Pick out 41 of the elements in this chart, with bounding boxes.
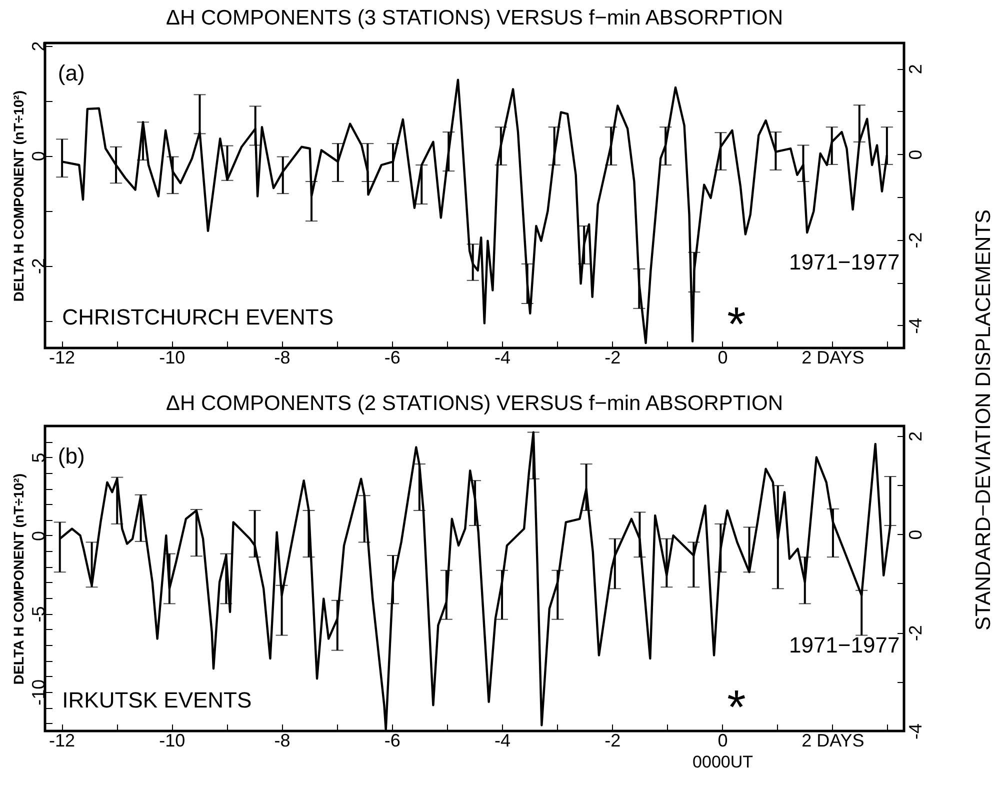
x-tick-label: -2 <box>604 730 621 750</box>
y2-tick-label: 2 <box>906 431 926 442</box>
x-tick-label: -8 <box>274 730 290 750</box>
x-tick-label: -4 <box>494 348 511 368</box>
x-tick-label: -12 <box>49 730 76 750</box>
chart-title: ΔH COMPONENTS (2 STATIONS) VERSUS f−min ABSORPTION <box>166 392 784 415</box>
x-tick-label: 2 DAYS <box>802 348 864 368</box>
y2-tick-label: -2 <box>906 232 926 248</box>
annotation: IRKUTSK EVENTS <box>62 688 252 712</box>
y-axis-title: DELTA H COMPONENT (nT÷10²) <box>10 473 26 685</box>
annotation: 1971−1977 <box>788 632 900 658</box>
y-tick-label: 5 <box>28 452 48 463</box>
annotation: * <box>727 682 746 735</box>
x-tick-label: -6 <box>384 730 400 750</box>
annotation: CHRISTCHURCH EVENTS <box>62 304 334 330</box>
x-tick-label: -6 <box>384 348 400 368</box>
x-axis-title: 0000UT <box>692 752 754 772</box>
annotation: (a) <box>58 60 85 86</box>
y-tick-label: -5 <box>28 606 48 622</box>
y2-tick-label: -2 <box>906 625 926 642</box>
chart-title: ΔH COMPONENTS (3 STATIONS) VERSUS f−min ABSORPTION <box>166 6 784 30</box>
x-tick-label: 2 DAYS <box>802 730 864 750</box>
y2-tick-label: 0 <box>906 530 926 540</box>
x-tick-label: -4 <box>494 730 511 750</box>
y2-axis-title: STANDARD−DEVIATION DISPLACEMENTS <box>972 209 996 631</box>
x-tick-label: -10 <box>159 730 186 750</box>
x-tick-label: -8 <box>274 348 290 368</box>
x-tick-label: 0 <box>718 348 728 368</box>
x-tick-label: -12 <box>49 348 76 368</box>
y-tick-label: 0 <box>28 530 48 541</box>
x-tick-label: -2 <box>604 348 621 368</box>
y2-tick-label: -4 <box>906 318 926 334</box>
y2-tick-label: 0 <box>906 150 926 160</box>
y2-tick-label: 2 <box>906 64 926 74</box>
y-axis-title: DELTA H COMPONENT (nT÷10²) <box>10 90 26 302</box>
x-tick-label: 0 <box>718 730 728 750</box>
annotation: (b) <box>58 444 85 468</box>
annotation: 1971−1977 <box>788 250 900 275</box>
y-tick-label: 0 <box>28 151 48 162</box>
annotation: * <box>727 298 746 352</box>
x-tick-label: -10 <box>159 348 186 368</box>
